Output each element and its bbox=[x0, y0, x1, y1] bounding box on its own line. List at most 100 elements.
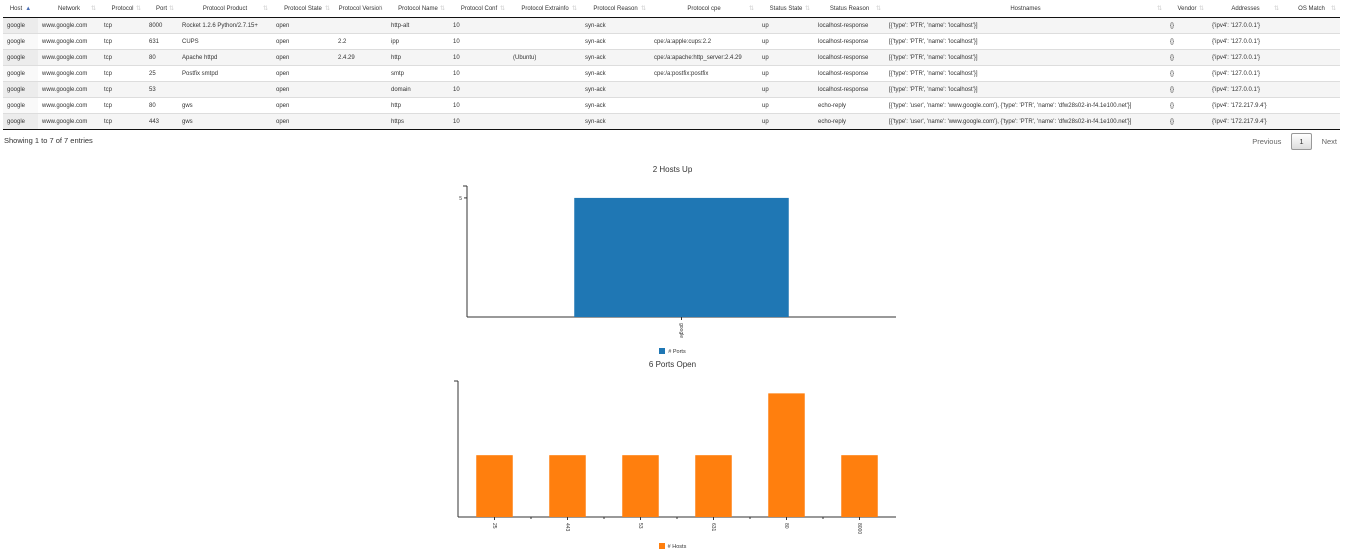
sort-icon: ⇅ bbox=[439, 6, 445, 12]
column-header-label: Status State bbox=[769, 5, 803, 12]
column-header-vendor[interactable]: Vendor ⇅ bbox=[1166, 0, 1208, 18]
table-cell: tcp bbox=[100, 65, 145, 82]
table-cell: open bbox=[272, 33, 334, 50]
table-cell: syn-ack bbox=[581, 113, 650, 130]
previous-button[interactable]: Previous bbox=[1252, 137, 1282, 146]
table-row: google www.google.com tcp 80 gws open http 10 sy… bbox=[3, 97, 1340, 114]
table-cell bbox=[509, 65, 581, 82]
sort-icon: ⇅ bbox=[135, 6, 141, 12]
column-header-network[interactable]: Network ⇅ bbox=[38, 0, 100, 18]
sort-icon: ⇅ bbox=[804, 6, 810, 12]
column-header-protocol-extrainfo[interactable]: Protocol Extrainfo ⇅ bbox=[509, 0, 581, 18]
column-header-protocol-name[interactable]: Protocol Name ⇅ bbox=[387, 0, 449, 18]
column-header-hostnames[interactable]: Hostnames ⇅ bbox=[885, 0, 1166, 18]
sort-icon: ⇅ bbox=[875, 6, 881, 12]
column-header-protocol-product[interactable]: Protocol Product ⇅ bbox=[178, 0, 272, 18]
next-button[interactable]: Next bbox=[1321, 137, 1337, 146]
table-cell: 443 bbox=[145, 113, 178, 130]
table-cell bbox=[1283, 33, 1340, 50]
table-cell: tcp bbox=[100, 113, 145, 130]
table-cell bbox=[334, 65, 387, 82]
table-cell: www.google.com bbox=[38, 81, 100, 98]
table-cell: [{'type': 'user', 'name': 'www.google.co… bbox=[885, 97, 1166, 114]
table-cell bbox=[1283, 113, 1340, 130]
table-cell: up bbox=[758, 113, 814, 130]
column-header-label: Protocol Name bbox=[398, 5, 438, 12]
legend-swatch bbox=[658, 543, 665, 549]
table-cell bbox=[650, 113, 758, 130]
table-cell: smtp bbox=[387, 65, 449, 82]
table-cell bbox=[509, 17, 581, 34]
column-header-port[interactable]: Port ⇅ bbox=[145, 0, 178, 18]
bar bbox=[549, 455, 586, 517]
column-header-status-state[interactable]: Status State ⇅ bbox=[758, 0, 814, 18]
table-cell: [{'type': 'PTR', 'name': 'localhost'}] bbox=[885, 49, 1166, 66]
ports-chart-svg: 25 443 53 631 80 8000 bbox=[454, 380, 896, 534]
column-header-addresses[interactable]: Addresses ⇅ bbox=[1208, 0, 1283, 18]
table-cell: tcp bbox=[100, 49, 145, 66]
table-cell: localhost-response bbox=[814, 49, 885, 66]
column-header-label: Hostnames bbox=[1010, 5, 1041, 12]
table-cell bbox=[1283, 65, 1340, 82]
table-cell: www.google.com bbox=[38, 97, 100, 114]
column-header-label: Status Reason bbox=[829, 5, 870, 12]
table-cell bbox=[650, 97, 758, 114]
table-cell: {} bbox=[1166, 81, 1208, 98]
table-cell: google bbox=[3, 81, 38, 98]
table-cell: up bbox=[758, 33, 814, 50]
table-cell bbox=[334, 17, 387, 34]
table-cell: tcp bbox=[100, 97, 145, 114]
table-cell: CUPS bbox=[178, 33, 272, 50]
table-cell: up bbox=[758, 97, 814, 114]
table-cell: http-alt bbox=[387, 17, 449, 34]
table-cell: localhost-response bbox=[814, 65, 885, 82]
x-tick-label: 8000 bbox=[856, 523, 862, 534]
column-header-protocol[interactable]: Protocol ⇅ bbox=[100, 0, 145, 18]
column-header-protocol-reason[interactable]: Protocol Reason ⇅ bbox=[581, 0, 650, 18]
hosts-chart-title: 2 Hosts Up bbox=[652, 165, 693, 174]
column-header-label: OS Match bbox=[1298, 5, 1325, 12]
legend-label: # Ports bbox=[668, 349, 686, 355]
table-cell: {} bbox=[1166, 65, 1208, 82]
column-header-protocol-conf[interactable]: Protocol Conf ⇅ bbox=[449, 0, 509, 18]
table-cell: echo-reply bbox=[814, 113, 885, 130]
table-cell: tcp bbox=[100, 81, 145, 98]
table-cell: google bbox=[3, 17, 38, 34]
column-header-os-match[interactable]: OS Match ⇅ bbox=[1283, 0, 1340, 18]
table-cell bbox=[334, 81, 387, 98]
entries-info: Showing 1 to 7 of 7 entries bbox=[4, 136, 93, 145]
table-cell: {'ipv4': '127.0.0.1'} bbox=[1208, 65, 1283, 82]
column-header-label: Protocol Reason bbox=[593, 5, 638, 12]
pagination: Previous 1 Next bbox=[1252, 133, 1339, 150]
column-header-protocol-version[interactable]: Protocol Version ⇅ bbox=[334, 0, 387, 18]
x-tick-label: 80 bbox=[783, 523, 789, 529]
column-header-protocol-cpe[interactable]: Protocol cpe ⇅ bbox=[650, 0, 758, 18]
table-cell: gws bbox=[178, 97, 272, 114]
table-cell: Postfix smtpd bbox=[178, 65, 272, 82]
table-cell: cpe:/a:apple:cups:2.2 bbox=[650, 33, 758, 50]
column-header-status-reason[interactable]: Status Reason ⇅ bbox=[814, 0, 885, 18]
hosts-chart-legend: # Ports bbox=[0, 348, 1345, 355]
page-1-button[interactable]: 1 bbox=[1291, 133, 1312, 150]
x-tick-label: 631 bbox=[710, 523, 716, 532]
table-cell: tcp bbox=[100, 17, 145, 34]
table-cell: 10 bbox=[449, 113, 509, 130]
sort-icon: ⇅ bbox=[571, 6, 577, 12]
table-cell: www.google.com bbox=[38, 17, 100, 34]
table-cell: syn-ack bbox=[581, 17, 650, 34]
column-header-protocol-state[interactable]: Protocol State ⇅ bbox=[272, 0, 334, 18]
table-cell: {'ipv4': '127.0.0.1'} bbox=[1208, 33, 1283, 50]
column-header-label: Protocol cpe bbox=[687, 5, 721, 12]
table-cell: 80 bbox=[145, 49, 178, 66]
sort-icon: ⇅ bbox=[640, 6, 646, 12]
column-header-host[interactable]: Host ▲ bbox=[3, 0, 38, 18]
table-cell: {'ipv4': '127.0.0.1'} bbox=[1208, 49, 1283, 66]
results-table: Host ▲ Network ⇅ Protocol ⇅ Port ⇅ Protocol Prod… bbox=[3, 0, 1340, 130]
table-cell bbox=[509, 113, 581, 130]
table-row: google www.google.com tcp 25 Postfix smtpd op… bbox=[3, 65, 1340, 82]
sort-icon: ⇅ bbox=[748, 6, 754, 12]
column-header-label: Protocol Version bbox=[338, 5, 383, 12]
table-cell: {'ipv4': '127.0.0.1'} bbox=[1208, 81, 1283, 98]
sort-icon: ⇅ bbox=[90, 6, 96, 12]
table-row: google www.google.com tcp 8000 Rocket 1.2.6 … bbox=[3, 17, 1340, 34]
